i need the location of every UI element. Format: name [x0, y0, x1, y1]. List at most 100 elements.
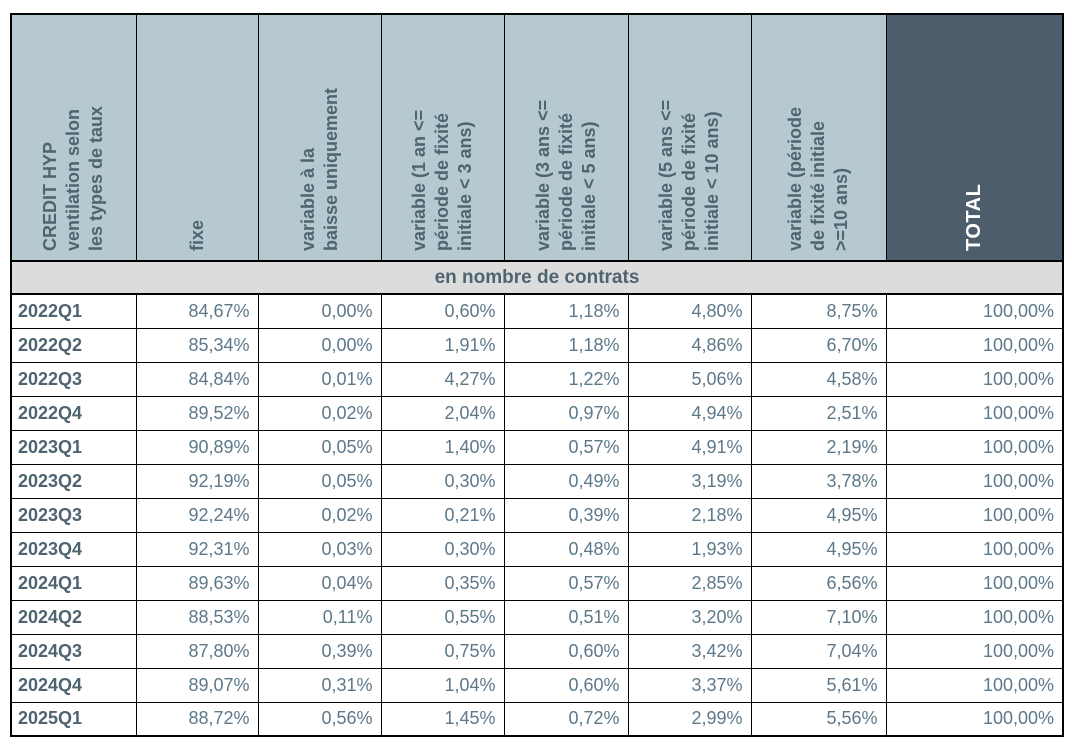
credit-hyp-rate-type-table: CREDIT HYP ventilation selon les types d… [10, 13, 1064, 737]
cell-total: 100,00% [885, 395, 1064, 431]
cell-variable-1-3ans: 0,55% [380, 599, 505, 635]
cell-variable-5-10ans: 2,99% [627, 701, 752, 737]
row-label: 2022Q1 [10, 293, 137, 329]
cell-fixe: 88,72% [135, 701, 259, 737]
cell-variable-3-5ans: 0,57% [503, 429, 629, 465]
cell-variable-baisse: 0,04% [257, 565, 382, 601]
table-row: 2022Q3 84,84% 0,01% 4,27% 1,22% 5,06% 4,… [10, 361, 1064, 397]
cell-variable-3-5ans: 0,48% [503, 531, 629, 567]
cell-variable-3-5ans: 0,51% [503, 599, 629, 635]
cell-variable-10plus: 4,58% [750, 361, 887, 397]
cell-variable-3-5ans: 1,18% [503, 327, 629, 363]
table-header: CREDIT HYP ventilation selon les types d… [10, 13, 1064, 262]
cell-variable-1-3ans: 0,75% [380, 633, 505, 669]
table-row: 2023Q3 92,24% 0,02% 0,21% 0,39% 2,18% 4,… [10, 497, 1064, 533]
col-header-total: TOTAL [885, 13, 1064, 262]
cell-variable-3-5ans: 0,39% [503, 497, 629, 533]
cell-fixe: 85,34% [135, 327, 259, 363]
table-row: 2023Q1 90,89% 0,05% 1,40% 0,57% 4,91% 2,… [10, 429, 1064, 465]
cell-variable-1-3ans: 0,60% [380, 293, 505, 329]
cell-variable-1-3ans: 0,30% [380, 531, 505, 567]
cell-variable-3-5ans: 0,57% [503, 565, 629, 601]
cell-total: 100,00% [885, 293, 1064, 329]
cell-total: 100,00% [885, 361, 1064, 397]
cell-fixe: 89,52% [135, 395, 259, 431]
table-body: 2022Q1 84,67% 0,00% 0,60% 1,18% 4,80% 8,… [10, 293, 1064, 737]
row-label: 2025Q1 [10, 701, 137, 737]
cell-variable-5-10ans: 3,20% [627, 599, 752, 635]
row-label: 2024Q3 [10, 633, 137, 669]
cell-variable-10plus: 2,19% [750, 429, 887, 465]
col-header-variable-baisse-label: variable à la baisse uniquement [297, 87, 341, 251]
cell-variable-1-3ans: 4,27% [380, 361, 505, 397]
row-label: 2024Q2 [10, 599, 137, 635]
cell-variable-10plus: 4,95% [750, 497, 887, 533]
cell-fixe: 84,67% [135, 293, 259, 329]
table-row: 2024Q1 89,63% 0,04% 0,35% 0,57% 2,85% 6,… [10, 565, 1064, 601]
cell-variable-10plus: 4,95% [750, 531, 887, 567]
cell-total: 100,00% [885, 497, 1064, 533]
table-row: 2024Q2 88,53% 0,11% 0,55% 0,51% 3,20% 7,… [10, 599, 1064, 635]
cell-variable-5-10ans: 4,94% [627, 395, 752, 431]
col-header-fixe-label: fixe [186, 219, 207, 251]
cell-total: 100,00% [885, 531, 1064, 567]
col-header-total-label: TOTAL [963, 183, 986, 251]
row-label: 2022Q3 [10, 361, 137, 397]
cell-variable-10plus: 2,51% [750, 395, 887, 431]
cell-variable-3-5ans: 0,60% [503, 633, 629, 669]
cell-variable-3-5ans: 0,72% [503, 701, 629, 737]
row-label: 2024Q4 [10, 667, 137, 703]
cell-variable-10plus: 7,04% [750, 633, 887, 669]
cell-total: 100,00% [885, 327, 1064, 363]
col-header-variable-5-10ans-label: variable (5 ans <= période de fixité ini… [656, 99, 722, 251]
cell-variable-baisse: 0,03% [257, 531, 382, 567]
col-header-variable-10plus: variable (période de fixité initiale >=1… [750, 13, 887, 262]
cell-fixe: 92,24% [135, 497, 259, 533]
table-row: 2024Q4 89,07% 0,31% 1,04% 0,60% 3,37% 5,… [10, 667, 1064, 703]
cell-total: 100,00% [885, 599, 1064, 635]
cell-variable-1-3ans: 0,35% [380, 565, 505, 601]
cell-variable-baisse: 0,02% [257, 497, 382, 533]
cell-variable-5-10ans: 2,18% [627, 497, 752, 533]
table-row: 2024Q3 87,80% 0,39% 0,75% 0,60% 3,42% 7,… [10, 633, 1064, 669]
cell-variable-1-3ans: 0,21% [380, 497, 505, 533]
cell-variable-baisse: 0,39% [257, 633, 382, 669]
cell-variable-1-3ans: 2,04% [380, 395, 505, 431]
cell-fixe: 89,07% [135, 667, 259, 703]
row-label: 2023Q3 [10, 497, 137, 533]
cell-variable-1-3ans: 1,91% [380, 327, 505, 363]
cell-fixe: 84,84% [135, 361, 259, 397]
row-label: 2024Q1 [10, 565, 137, 601]
cell-fixe: 88,53% [135, 599, 259, 635]
cell-variable-5-10ans: 5,06% [627, 361, 752, 397]
cell-variable-10plus: 6,56% [750, 565, 887, 601]
table-row: 2022Q1 84,67% 0,00% 0,60% 1,18% 4,80% 8,… [10, 293, 1064, 329]
cell-variable-5-10ans: 4,91% [627, 429, 752, 465]
cell-variable-baisse: 0,00% [257, 293, 382, 329]
cell-total: 100,00% [885, 701, 1064, 737]
section-band: en nombre de contrats [10, 260, 1064, 295]
table-row: 2022Q4 89,52% 0,02% 2,04% 0,97% 4,94% 2,… [10, 395, 1064, 431]
cell-variable-1-3ans: 1,40% [380, 429, 505, 465]
cell-variable-baisse: 0,00% [257, 327, 382, 363]
cell-total: 100,00% [885, 565, 1064, 601]
cell-fixe: 92,19% [135, 463, 259, 499]
cell-variable-baisse: 0,05% [257, 463, 382, 499]
col-header-variable-3-5ans: variable (3 ans <= période de fixité ini… [503, 13, 629, 262]
cell-variable-baisse: 0,05% [257, 429, 382, 465]
cell-total: 100,00% [885, 429, 1064, 465]
cell-variable-3-5ans: 0,60% [503, 667, 629, 703]
cell-variable-3-5ans: 0,49% [503, 463, 629, 499]
cell-variable-3-5ans: 1,22% [503, 361, 629, 397]
section-band-row: en nombre de contrats [10, 260, 1064, 295]
cell-fixe: 92,31% [135, 531, 259, 567]
col-header-title-label: CREDIT HYP ventilation selon les types d… [40, 105, 107, 251]
cell-variable-3-5ans: 0,97% [503, 395, 629, 431]
header-row: CREDIT HYP ventilation selon les types d… [10, 13, 1064, 262]
cell-variable-10plus: 6,70% [750, 327, 887, 363]
col-header-fixe: fixe [135, 13, 259, 262]
cell-variable-1-3ans: 0,30% [380, 463, 505, 499]
cell-variable-1-3ans: 1,04% [380, 667, 505, 703]
cell-variable-5-10ans: 4,86% [627, 327, 752, 363]
cell-variable-10plus: 8,75% [750, 293, 887, 329]
